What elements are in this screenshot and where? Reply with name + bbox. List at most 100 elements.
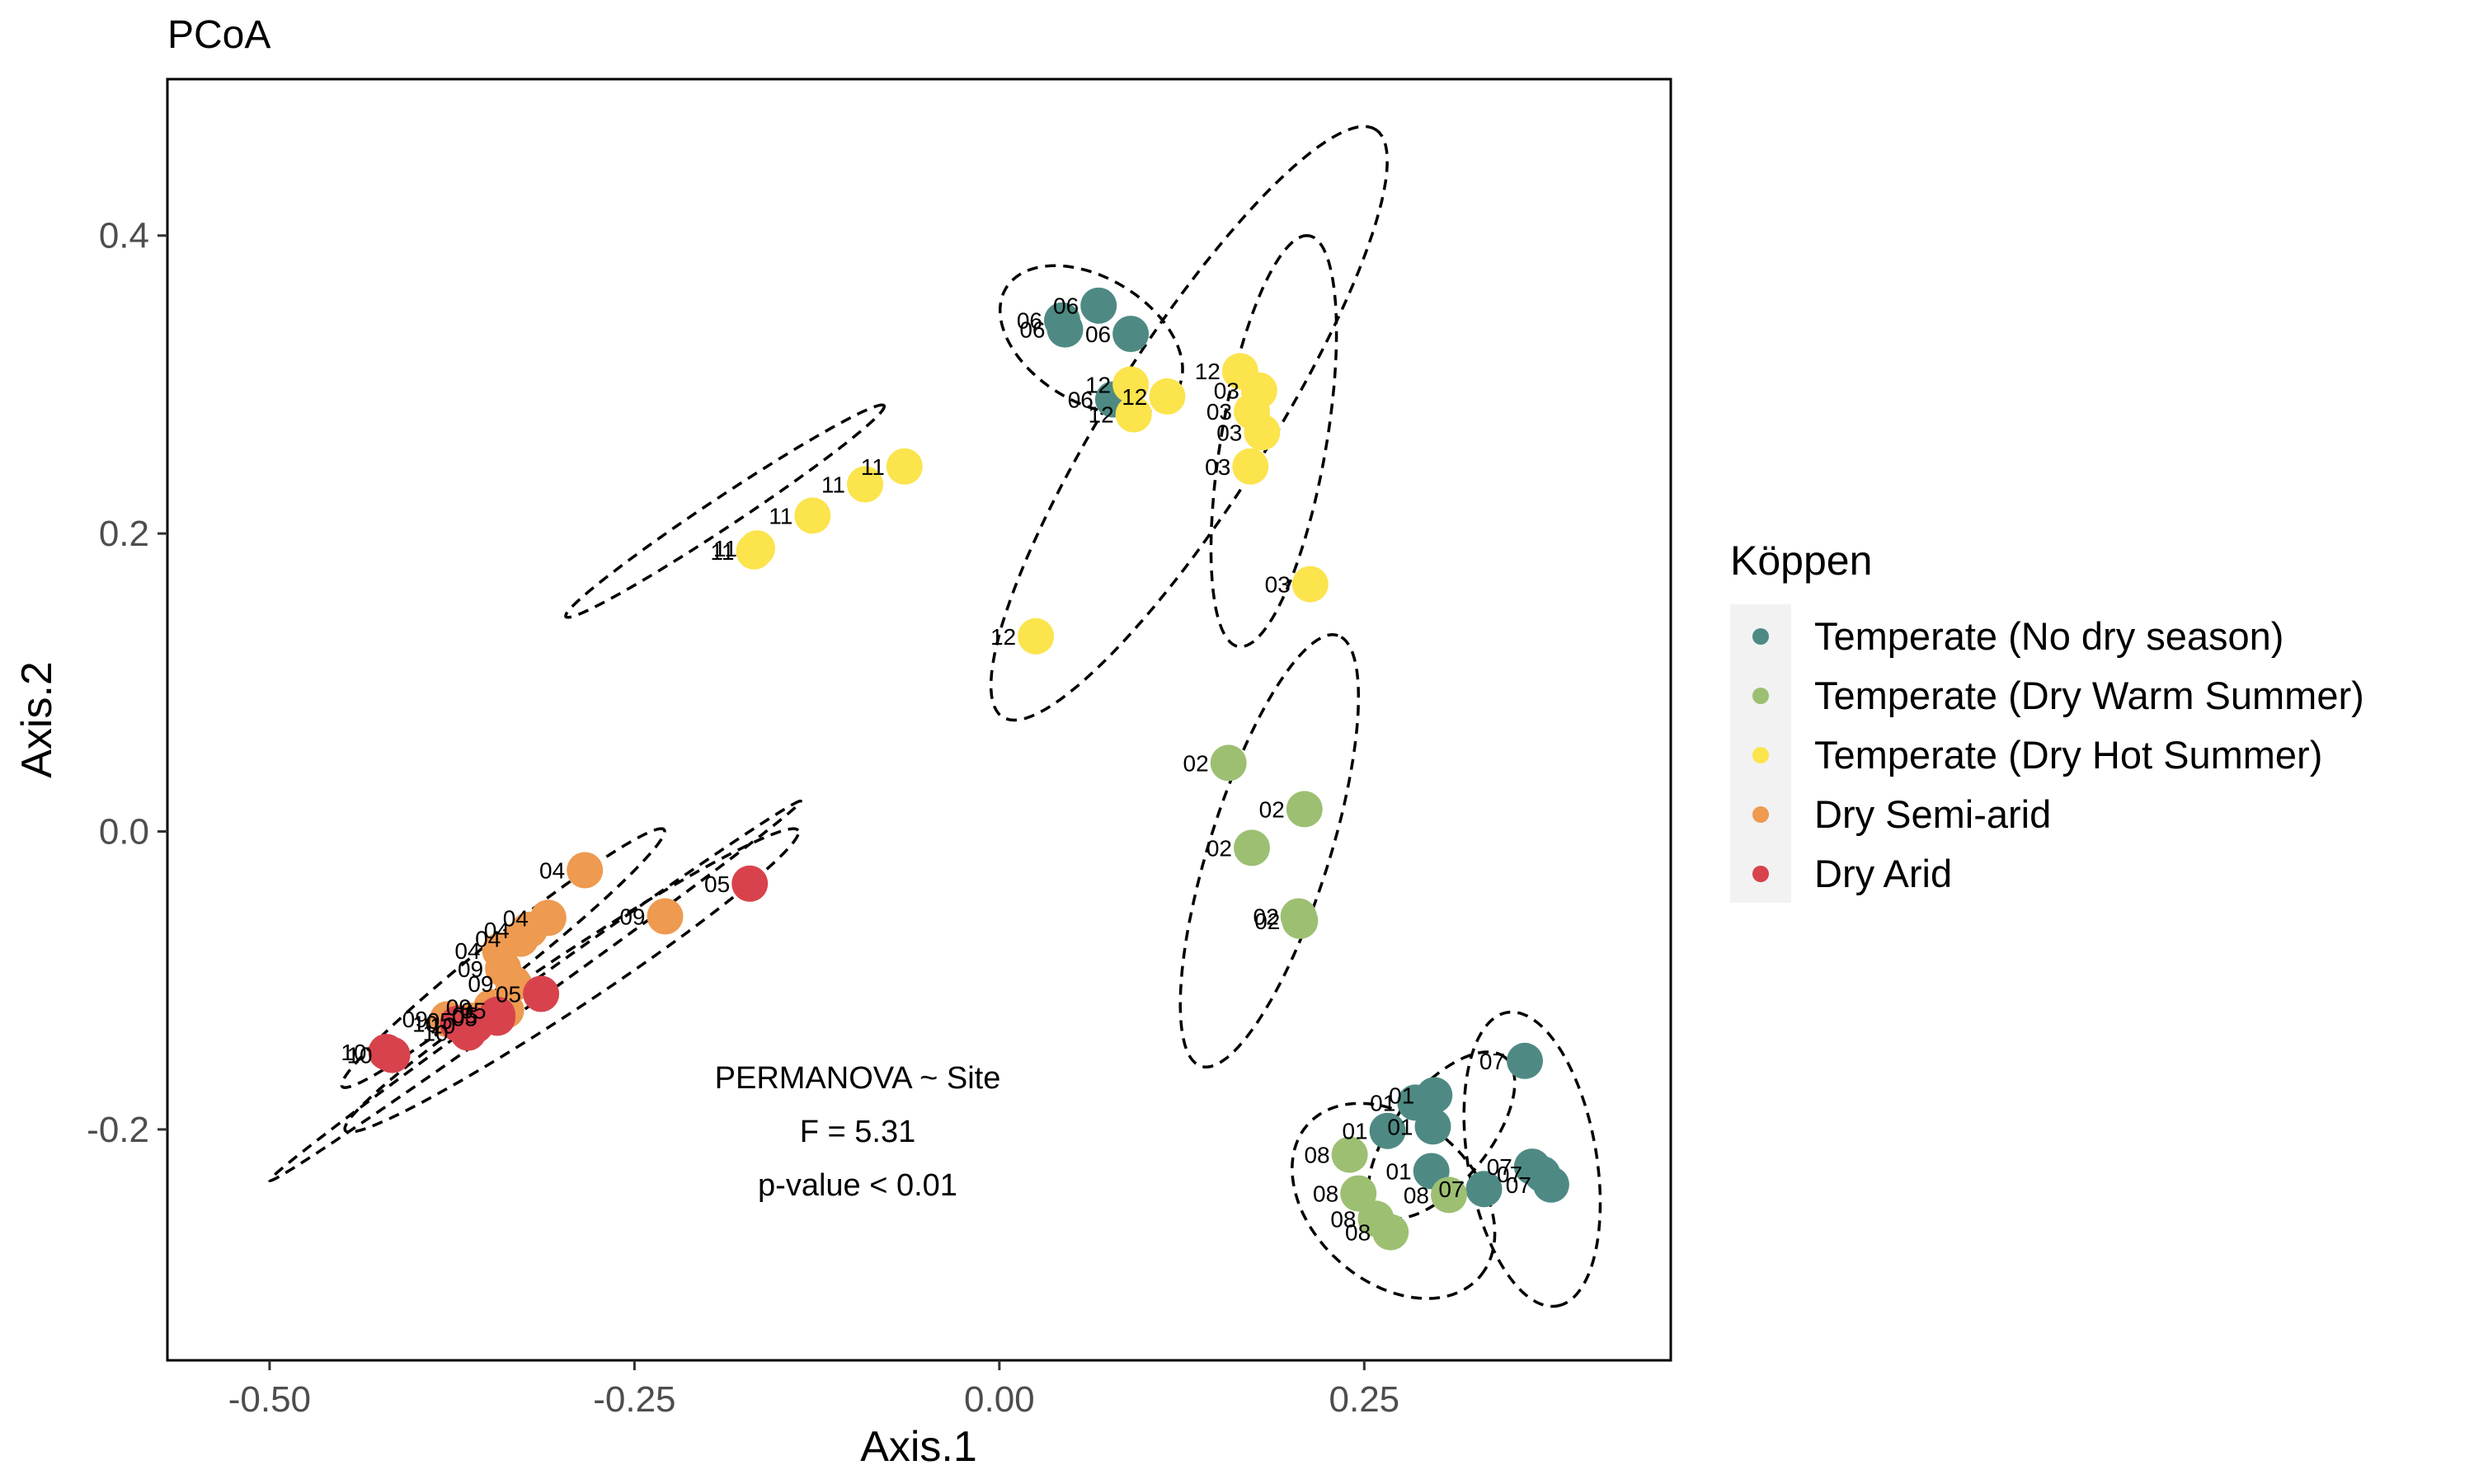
point-label-58: 10 <box>412 1012 438 1037</box>
point-label-38: 11 <box>713 536 737 561</box>
legend-label-3: Dry Semi-arid <box>1814 792 2051 836</box>
point-21 <box>1340 1175 1377 1212</box>
y-tick-label-3: 0.4 <box>99 216 149 256</box>
legend-label-1: Temperate (Dry Warm Summer) <box>1814 674 2364 717</box>
legend-key-0 <box>1752 628 1769 645</box>
point-19 <box>1282 902 1319 939</box>
point-label-35: 11 <box>861 454 885 480</box>
point-label-60: 10 <box>341 1040 366 1065</box>
point-label-41: 04 <box>503 905 529 931</box>
point-26 <box>1115 396 1152 433</box>
plot-panel <box>166 77 1672 1362</box>
point-label-0: 06 <box>1017 308 1042 334</box>
legend-title: Köppen <box>1730 538 1872 584</box>
point-label-15: 02 <box>1183 750 1209 776</box>
x-tick-label-1: -0.25 <box>593 1379 675 1420</box>
point-11 <box>1416 1077 1453 1114</box>
legend-key-2 <box>1752 747 1769 763</box>
point-60 <box>368 1034 405 1070</box>
point-45 <box>647 898 684 935</box>
point-label-30: 03 <box>1214 378 1239 404</box>
point-label-2: 06 <box>1085 322 1111 347</box>
point-labels: 0606060606070707070701010101010202020202… <box>341 294 1531 1246</box>
point-label-36: 11 <box>821 472 845 498</box>
point-53 <box>523 975 560 1012</box>
point-label-1: 06 <box>1053 294 1079 319</box>
point-32 <box>1244 414 1281 451</box>
y-axis-title: Axis.2 <box>13 661 61 778</box>
point-label-8: 07 <box>1506 1172 1531 1198</box>
point-label-22: 08 <box>1330 1206 1356 1232</box>
point-20 <box>1331 1136 1368 1173</box>
ellipse-4 <box>1178 633 1361 1068</box>
chart-title: PCoA <box>167 13 270 57</box>
point-label-52: 05 <box>704 871 730 897</box>
y-tick-label-2: 0.2 <box>99 514 149 554</box>
point-label-46: 09 <box>458 956 483 982</box>
point-label-18: 02 <box>1253 904 1279 930</box>
point-15 <box>1210 744 1247 782</box>
point-17 <box>1234 829 1270 866</box>
point-2 <box>1112 316 1150 352</box>
point-label-32: 03 <box>1216 420 1242 445</box>
point-label-7: 07 <box>1497 1162 1522 1187</box>
point-label-33: 03 <box>1205 454 1230 480</box>
point-label-5: 07 <box>1479 1049 1505 1074</box>
point-5 <box>1507 1042 1543 1079</box>
point-label-40: 04 <box>539 858 565 884</box>
point-label-29: 12 <box>1195 359 1221 384</box>
point-label-48: 09 <box>446 995 472 1021</box>
point-36 <box>847 466 883 503</box>
point-37 <box>794 497 831 534</box>
annotation-line-1: PERMANOVA ~ Site <box>715 1061 1001 1096</box>
point-label-59: 10 <box>346 1043 372 1068</box>
legend-label-0: Temperate (No dry season) <box>1814 614 2284 658</box>
legend-key-4 <box>1752 866 1769 882</box>
point-label-43: 04 <box>475 927 501 952</box>
x-tick-label-2: 0.00 <box>964 1379 1035 1420</box>
point-label-34: 03 <box>1265 572 1291 598</box>
point-label-39: 11 <box>710 539 734 565</box>
point-label-23: 08 <box>1345 1220 1371 1246</box>
point-16 <box>1286 791 1323 828</box>
legend-key-1 <box>1752 688 1769 704</box>
point-label-12: 01 <box>1387 1114 1413 1139</box>
x-axis-title: Axis.1 <box>860 1423 977 1471</box>
legend-label-2: Temperate (Dry Hot Summer) <box>1814 733 2322 777</box>
point-3 <box>1047 311 1084 348</box>
point-label-10: 01 <box>1370 1090 1395 1115</box>
annotation-line-3: p-value < 0.01 <box>758 1168 957 1203</box>
point-28 <box>1018 618 1055 655</box>
permanova-annotation: PERMANOVA ~ Site F = 5.31 p-value < 0.01 <box>715 1061 1001 1203</box>
point-label-16: 02 <box>1259 796 1285 822</box>
point-label-27: 12 <box>1122 384 1147 410</box>
point-33 <box>1232 448 1269 485</box>
point-24 <box>1431 1176 1467 1214</box>
legend-key-3 <box>1752 806 1769 823</box>
ellipse-8 <box>340 827 666 1089</box>
y-tick-label-0: -0.2 <box>87 1110 149 1150</box>
point-label-31: 03 <box>1206 399 1232 425</box>
y-tick-label-1: 0.0 <box>99 812 149 852</box>
point-label-56: 10 <box>430 1012 455 1038</box>
point-34 <box>1291 566 1329 603</box>
point-label-25: 12 <box>1085 372 1111 397</box>
point-label-45: 09 <box>619 904 645 930</box>
point-label-19: 02 <box>1254 909 1280 934</box>
point-label-47: 09 <box>468 971 493 997</box>
x-axis: -0.50 -0.25 0.00 0.25 <box>228 1360 1399 1420</box>
point-label-37: 11 <box>769 503 793 528</box>
point-label-50: 05 <box>427 1008 453 1034</box>
point-label-3: 06 <box>1019 317 1045 343</box>
legend-label-4: Dry Arid <box>1814 852 1952 895</box>
x-tick-label-3: 0.25 <box>1329 1379 1400 1420</box>
point-label-55: 05 <box>452 1003 477 1028</box>
point-23 <box>1372 1214 1409 1251</box>
point-label-20: 08 <box>1304 1143 1329 1168</box>
point-label-53: 05 <box>496 982 521 1007</box>
point-label-42: 04 <box>484 918 510 943</box>
point-8 <box>1532 1166 1569 1203</box>
point-label-6: 07 <box>1487 1154 1512 1180</box>
point-58 <box>440 1005 477 1042</box>
